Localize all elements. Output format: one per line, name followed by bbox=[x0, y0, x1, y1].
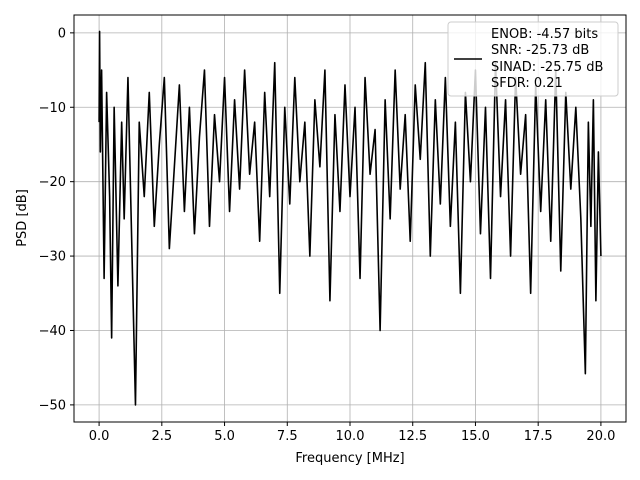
y-tick-label: −20 bbox=[39, 175, 66, 190]
psd-series-line bbox=[98, 30, 602, 406]
y-tick-label: −10 bbox=[39, 101, 66, 116]
y-tick-label: −30 bbox=[39, 250, 66, 265]
legend-sinad: SINAD: -25.75 dB bbox=[491, 60, 603, 75]
y-tick-label: −40 bbox=[39, 324, 66, 339]
y-axis-label: PSD [dB] bbox=[15, 189, 30, 247]
legend: ENOB: -4.57 bits SNR: -25.73 dB SINAD: -… bbox=[447, 21, 619, 97]
x-tick-label: 7.5 bbox=[277, 429, 298, 444]
x-tick-label: 0.0 bbox=[89, 429, 110, 444]
x-axis-label: Frequency [MHz] bbox=[295, 451, 404, 466]
legend-snr: SNR: -25.73 dB bbox=[491, 43, 589, 58]
legend-sfdr: SFDR: 0.21 bbox=[491, 76, 563, 91]
x-tick-label: 12.5 bbox=[398, 429, 427, 444]
x-tick-label: 15.0 bbox=[461, 429, 490, 444]
x-tick-label: 17.5 bbox=[524, 429, 553, 444]
y-tick-label: 0 bbox=[58, 26, 66, 41]
x-tick-label: 10.0 bbox=[336, 429, 365, 444]
y-tick-label: −50 bbox=[39, 398, 66, 413]
x-tick-label: 2.5 bbox=[151, 429, 172, 444]
legend-box bbox=[447, 21, 619, 97]
x-tick-label: 5.0 bbox=[214, 429, 235, 444]
x-tick-label: 20.0 bbox=[586, 429, 615, 444]
legend-enob: ENOB: -4.57 bits bbox=[491, 27, 598, 42]
axis-ticks: 0.0 2.5 5.0 7.5 10.0 12.5 15.0 17.5 20.0 0 −10 −20 −… bbox=[39, 26, 616, 444]
